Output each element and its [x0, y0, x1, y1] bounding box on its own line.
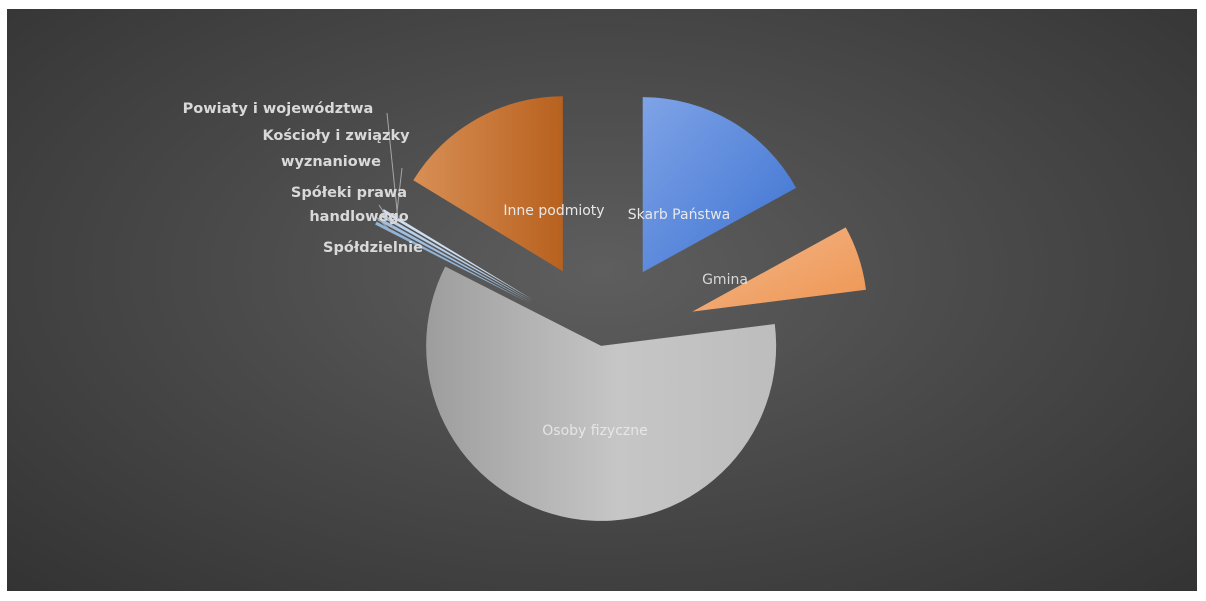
- pie-labels: Skarb Państwa Gmina Osoby fizyczne Spółdzie…: [183, 101, 748, 439]
- pie-chart: Skarb Państwa Gmina Osoby fizyczne Spółdzie…: [183, 96, 866, 521]
- pie-slices: [375, 96, 866, 521]
- leader-line-7: [386, 112, 399, 220]
- slice-label-6-line-2: wyznaniowe: [281, 154, 381, 170]
- pie-slice-3: [426, 266, 777, 521]
- leader-line-4: [374, 215, 392, 232]
- slice-label-2: Gmina: [702, 272, 748, 288]
- leader-line-6: [395, 167, 403, 224]
- slice-label-7: Powiaty i województwa: [183, 101, 374, 117]
- slice-label-8: Inne podmioty: [503, 203, 604, 219]
- slice-label-4: Spółdzielnie: [323, 240, 423, 256]
- pie-slice-6: [379, 213, 533, 302]
- leader-line-5: [378, 204, 394, 228]
- slice-label-6-line-1: Kościoły i związky: [262, 128, 410, 144]
- pie-slice-1: [642, 97, 797, 273]
- pie-slice-2: [692, 227, 866, 312]
- pie-slice-7: [382, 209, 534, 301]
- slice-label-1: Skarb Państwa: [628, 207, 731, 223]
- pie-slice-8: [413, 96, 563, 272]
- pie-slice-5: [377, 217, 532, 303]
- slice-label-5-line-2: handlowego: [309, 209, 408, 225]
- chart-area: Skarb Państwa Gmina Osoby fizyczne Spółdzie…: [7, 9, 1197, 591]
- slice-label-5-line-1: Spółeki prawa: [291, 185, 407, 201]
- pie-slice-4: [375, 221, 532, 305]
- slice-label-3: Osoby fizyczne: [542, 423, 648, 439]
